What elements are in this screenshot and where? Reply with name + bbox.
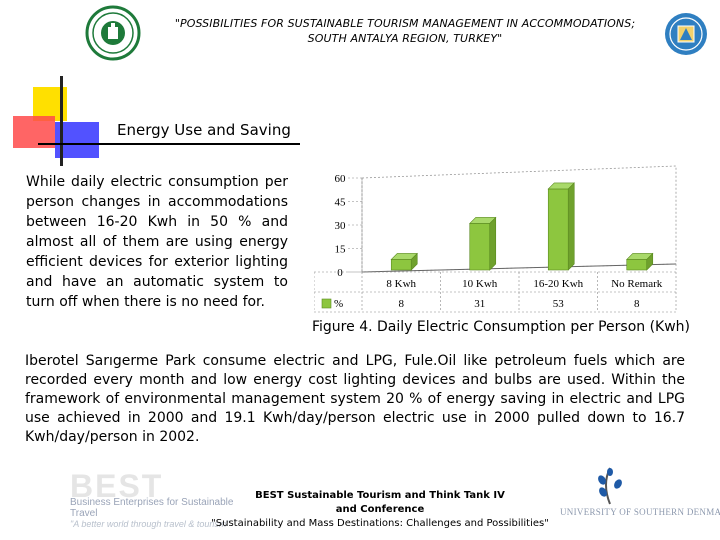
chart-bar-side	[567, 182, 575, 271]
bottom-paragraph: Iberotel Sarıgerme Park consume electric…	[25, 353, 685, 445]
sdu-logo-name: UNIVERSITY OF SOUTHERN DENMARK	[560, 507, 720, 517]
chart-y-tick-label: 0	[337, 267, 343, 279]
chart-floor-line	[361, 263, 677, 273]
section-title: Energy Use and Saving	[117, 121, 291, 139]
sdu-logo: UNIVERSITY OF SOUTHERN DENMARK	[560, 466, 720, 522]
chart-bar	[547, 182, 575, 271]
chart-table-value: 53	[553, 298, 565, 310]
chart-bar-side	[410, 252, 418, 271]
footer-line3: "Sustainability and Mass Destinations: C…	[211, 518, 549, 529]
sdu-plant-icon	[598, 467, 622, 505]
chart-bar-front	[547, 188, 569, 271]
chart-category-label: 16-20 Kwh	[533, 278, 583, 290]
chart-bar-front	[390, 259, 412, 271]
chart-y-tick-label: 45	[335, 197, 347, 209]
institution-logo-icon	[664, 12, 708, 56]
best-logo-word: BEST	[70, 468, 164, 504]
chart-y-tick-label: 15	[335, 244, 347, 256]
chart-y-tick-label: 60	[335, 173, 347, 185]
chart-category-label: 10 Kwh	[462, 278, 498, 290]
chart-bar-side	[646, 252, 654, 271]
chart-legend-swatch	[321, 298, 332, 309]
decor-vertical-line	[60, 76, 63, 166]
section-title-underline	[38, 143, 300, 145]
chart-y-tick-label: 30	[335, 220, 347, 232]
presentation-title-line1: "POSSIBILITIES FOR SUSTAINABLE TOURISM M…	[174, 17, 636, 30]
best-logo-subtitle: Business Enterprises for Sustainable Tra…	[70, 497, 234, 519]
chart-bar	[469, 216, 497, 271]
chart-bar	[626, 252, 654, 271]
footer-text: BEST Sustainable Tourism and Think Tank …	[180, 489, 580, 531]
presentation-title-line2: SOUTH ANTALYA REGION, TURKEY"	[307, 32, 503, 45]
university-seal-icon	[78, 5, 148, 61]
decor-red-square	[13, 116, 55, 148]
chart-legend-label: %	[334, 298, 343, 310]
best-logo: BEST Business Enterprises for Sustainabl…	[70, 468, 250, 529]
presentation-title: "POSSIBILITIES FOR SUSTAINABLE TOURISM M…	[150, 16, 660, 46]
figure-caption: Figure 4. Daily Electric Consumption per…	[312, 319, 691, 335]
chart-category-label: No Remark	[611, 278, 663, 290]
chart-bar	[390, 252, 418, 271]
left-paragraph: While daily electric consumption per per…	[26, 174, 288, 310]
chart-category-label: 8 Kwh	[386, 278, 416, 290]
chart-bar-front	[626, 259, 648, 271]
footer-line1: BEST Sustainable Tourism and Think Tank …	[255, 490, 505, 501]
best-logo-tagline: "A better world through travel & tourism…	[70, 519, 230, 529]
chart-table-value: 8	[634, 298, 640, 310]
chart-table-value: 8	[399, 298, 405, 310]
chart-bar-front	[469, 223, 491, 271]
chart-bar-side	[489, 216, 497, 271]
footer-line2: and Conference	[335, 504, 425, 515]
chart-table-value: 31	[474, 298, 485, 310]
